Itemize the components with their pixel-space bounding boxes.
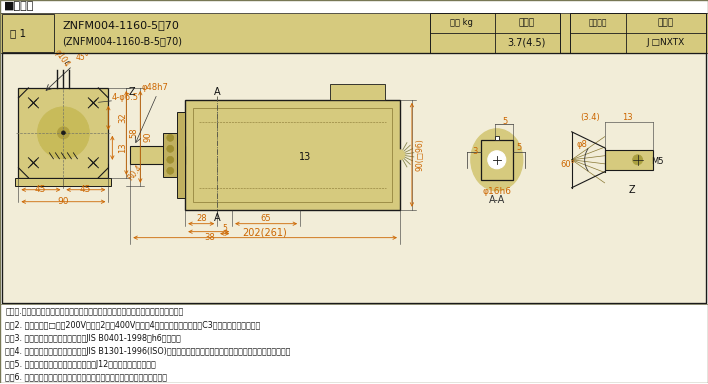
Text: 3. 出力軸径寸法：寸法公差は、JIS B0401-1998『h6』です。: 3. 出力軸径寸法：寸法公差は、JIS B0401-1998『h6』です。 (6, 334, 181, 343)
Text: Z: Z (129, 87, 136, 97)
Ellipse shape (471, 129, 523, 191)
Bar (185, 100, 400, 210)
Circle shape (488, 151, 506, 169)
Circle shape (89, 158, 98, 167)
Text: A: A (214, 87, 220, 97)
Circle shape (62, 131, 65, 135)
Circle shape (167, 167, 173, 174)
Circle shape (395, 150, 405, 160)
Text: (3.4): (3.4) (580, 113, 600, 122)
Text: 2. 仕様記号の□は、200V級は「2」、400V級は「4」が入ります。詳細はC3頁をご参照ください。: 2. 仕様記号の□は、200V級は「2」、400V級は「4」が入ります。詳細はC… (6, 321, 261, 329)
Text: R0.4: R0.4 (126, 163, 144, 182)
Text: ■寸法図: ■寸法図 (4, 2, 35, 12)
Bar (605, 150, 653, 170)
Circle shape (28, 97, 99, 169)
Text: 6. 本寸法図の寸法及び質量は、予告なしに変更することが有ります。: 6. 本寸法図の寸法及び質量は、予告なしに変更することが有ります。 (6, 372, 168, 381)
Circle shape (29, 98, 38, 108)
Text: 28: 28 (196, 214, 207, 223)
Text: A-A: A-A (489, 195, 505, 205)
Text: 58: 58 (130, 127, 139, 138)
Circle shape (633, 155, 643, 165)
Text: 図 1: 図 1 (11, 28, 27, 38)
Text: 65: 65 (261, 214, 271, 223)
Text: φ48h7: φ48h7 (142, 83, 169, 93)
Text: 32: 32 (118, 113, 127, 123)
Text: 5. 出力軸部の詳細寸法は、技術資料J12頁をご参照ください。: 5. 出力軸部の詳細寸法は、技術資料J12頁をご参照ください。 (6, 359, 156, 369)
Bar (164, 133, 177, 177)
Text: 5: 5 (502, 118, 508, 126)
Bar (330, 84, 385, 100)
Text: φ8: φ8 (576, 140, 587, 149)
Text: 4-φ6.5: 4-φ6.5 (111, 93, 138, 103)
Circle shape (57, 127, 69, 139)
Bar (18, 88, 108, 178)
Bar (3, 14, 55, 52)
Bar (193, 108, 392, 202)
Text: 45: 45 (80, 185, 91, 194)
Text: 3: 3 (472, 147, 477, 156)
Text: Z: Z (628, 185, 635, 195)
Bar (430, 13, 560, 53)
Text: 質量 kg: 質量 kg (450, 18, 473, 28)
Bar (177, 112, 185, 198)
Bar (1, 304, 707, 384)
Text: 45°: 45° (76, 53, 89, 63)
Bar (570, 13, 705, 53)
Text: φ104: φ104 (52, 47, 71, 68)
Text: 13: 13 (118, 142, 127, 153)
Circle shape (167, 134, 173, 141)
Bar (130, 146, 185, 164)
Text: 38: 38 (204, 233, 215, 242)
Circle shape (29, 158, 38, 167)
Circle shape (89, 98, 98, 108)
Text: 屋内形: 屋内形 (519, 18, 535, 28)
Text: 5: 5 (223, 224, 227, 233)
Bar (3, 53, 705, 303)
Text: 屋内形: 屋内形 (658, 18, 673, 28)
Text: 13: 13 (299, 152, 312, 162)
Bar (481, 140, 513, 180)
Circle shape (38, 107, 89, 159)
Text: ZNFM004-1160-5～70: ZNFM004-1160-5～70 (62, 20, 179, 30)
Bar (1, 13, 707, 53)
Text: 90(□96): 90(□96) (416, 138, 424, 171)
Text: 仕様記号: 仕様記号 (588, 18, 607, 28)
Circle shape (167, 145, 173, 152)
Text: 13: 13 (622, 113, 633, 122)
Text: 5: 5 (516, 143, 521, 152)
Circle shape (167, 156, 173, 163)
Text: (ZNFM004-1160-B-5～70): (ZNFM004-1160-B-5～70) (62, 36, 183, 46)
Bar (3, 53, 705, 303)
Text: φ16h6: φ16h6 (482, 187, 511, 196)
Bar (16, 178, 111, 186)
Text: 4. 軸端キー寸法：寸法公差は、JIS B1301-1996(ISO)キー及びキー溝　平行キー（普通形）に準拠しています。: 4. 軸端キー寸法：寸法公差は、JIS B1301-1996(ISO)キー及びキ… (6, 346, 291, 356)
Text: 3.7(4.5): 3.7(4.5) (508, 38, 546, 48)
Bar (1, 0, 707, 13)
Text: A: A (214, 213, 220, 223)
Bar (481, 140, 513, 180)
Bar (495, 136, 499, 140)
Text: 注）１.（　）内はブレーキ付の形式、寸法、質量を示しますのでご注意ください。: 注）１.（ ）内はブレーキ付の形式、寸法、質量を示しますのでご注意ください。 (6, 308, 184, 316)
Text: 60°: 60° (560, 160, 575, 169)
Text: 202(261): 202(261) (243, 228, 287, 238)
Text: 45: 45 (35, 185, 46, 194)
Text: 90: 90 (144, 132, 153, 142)
Text: M5: M5 (651, 157, 664, 166)
Text: J □NXTX: J □NXTX (646, 38, 685, 48)
Text: 90: 90 (57, 197, 69, 206)
